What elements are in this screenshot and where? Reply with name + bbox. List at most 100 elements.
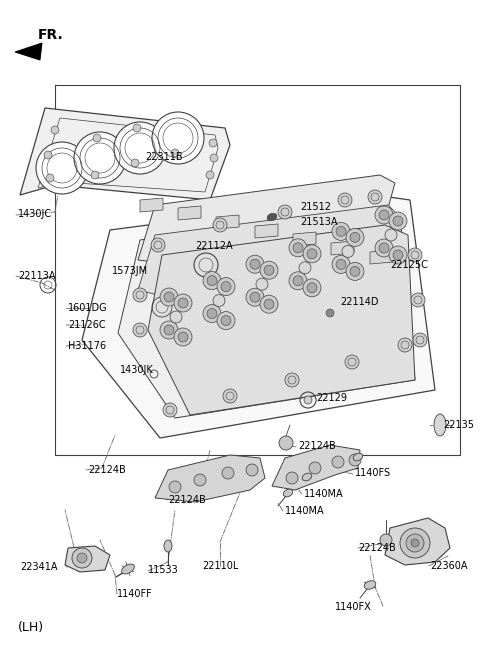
Text: 22124B: 22124B [358,543,396,553]
Circle shape [151,238,165,252]
Polygon shape [178,206,201,220]
Circle shape [206,171,214,179]
Text: 1140FF: 1140FF [117,589,153,599]
Circle shape [332,456,344,468]
Circle shape [286,472,298,484]
Text: (LH): (LH) [18,622,44,635]
Circle shape [203,304,221,323]
Ellipse shape [283,489,293,497]
Polygon shape [20,108,230,200]
Circle shape [350,266,360,276]
Circle shape [398,338,412,352]
Circle shape [289,239,307,257]
Circle shape [379,243,389,253]
Circle shape [114,122,166,174]
Circle shape [342,246,354,257]
Circle shape [250,292,260,302]
Circle shape [260,295,278,313]
Text: 22124B: 22124B [88,465,126,475]
Circle shape [210,154,218,162]
Polygon shape [15,43,42,60]
Circle shape [131,159,139,167]
Circle shape [326,309,334,317]
Circle shape [207,276,217,285]
Circle shape [207,309,217,319]
Text: 21513A: 21513A [300,217,337,227]
Circle shape [178,332,188,342]
Circle shape [222,467,234,479]
Circle shape [51,126,59,134]
Text: 11533: 11533 [148,565,179,575]
Circle shape [332,255,350,274]
Text: 1573JM: 1573JM [112,266,148,276]
Text: 22110L: 22110L [202,561,238,571]
Circle shape [170,311,182,323]
Circle shape [160,321,178,339]
Circle shape [160,288,178,306]
Circle shape [246,255,264,273]
Text: 1601DG: 1601DG [68,303,108,313]
Text: 1430JC: 1430JC [18,209,52,219]
Circle shape [164,292,174,302]
Circle shape [93,134,101,142]
Text: 21126C: 21126C [68,320,106,330]
Circle shape [264,265,274,275]
Text: 22360A: 22360A [430,561,468,571]
Circle shape [209,139,217,147]
Circle shape [46,174,54,182]
Circle shape [375,239,393,257]
Circle shape [350,232,360,242]
Circle shape [174,294,192,312]
Polygon shape [82,195,435,438]
Circle shape [413,333,427,347]
Circle shape [178,298,188,308]
Circle shape [246,464,258,476]
Polygon shape [155,455,265,502]
Circle shape [163,403,177,417]
Polygon shape [138,175,395,262]
Circle shape [393,250,403,260]
Circle shape [411,539,419,547]
Ellipse shape [121,564,134,574]
Text: 1140MA: 1140MA [285,506,324,516]
Polygon shape [140,198,163,212]
Polygon shape [331,241,354,255]
Ellipse shape [302,473,312,481]
Text: 22341A: 22341A [20,562,58,572]
Circle shape [72,548,92,568]
Circle shape [221,281,231,292]
Circle shape [36,142,88,194]
Text: 1140FX: 1140FX [335,602,372,612]
Circle shape [133,124,141,132]
Polygon shape [216,215,239,229]
Circle shape [285,373,299,387]
Circle shape [293,276,303,286]
Circle shape [250,259,260,269]
Polygon shape [138,205,398,295]
Circle shape [309,462,321,474]
Text: 1140MA: 1140MA [304,489,344,499]
Circle shape [260,261,278,279]
Circle shape [293,243,303,253]
Circle shape [304,396,312,404]
Circle shape [375,206,393,224]
Circle shape [278,205,292,219]
Circle shape [338,193,352,207]
Circle shape [256,278,268,290]
Circle shape [77,553,87,563]
Ellipse shape [267,214,277,221]
Circle shape [171,149,179,157]
Polygon shape [368,266,392,278]
Text: 1430JK: 1430JK [120,365,154,375]
Text: 22124B: 22124B [298,441,336,451]
Circle shape [368,190,382,204]
Circle shape [303,279,321,297]
Circle shape [393,216,403,226]
Polygon shape [255,224,278,238]
Circle shape [152,112,204,164]
Circle shape [213,218,227,232]
Circle shape [264,299,274,310]
Circle shape [389,246,407,264]
Circle shape [380,534,392,546]
Circle shape [336,259,346,270]
